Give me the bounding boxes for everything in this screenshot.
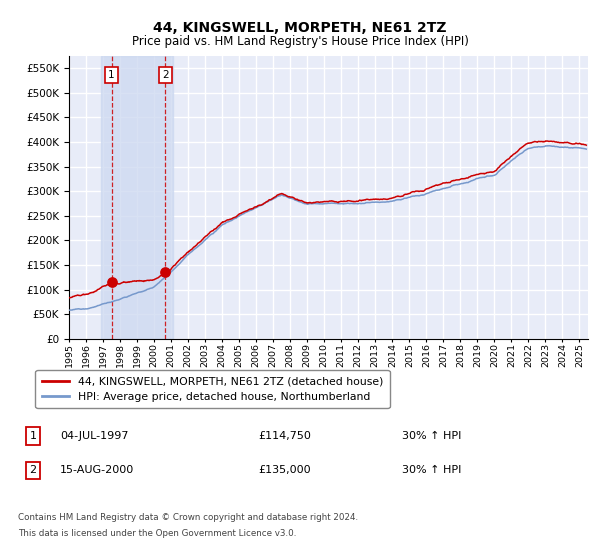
Text: 44, KINGSWELL, MORPETH, NE61 2TZ: 44, KINGSWELL, MORPETH, NE61 2TZ [153,21,447,35]
Text: £135,000: £135,000 [258,465,311,475]
Point [160,268,170,277]
Text: £114,750: £114,750 [258,431,311,441]
Bar [101,56,173,339]
Text: 30% ↑ HPI: 30% ↑ HPI [402,465,461,475]
Text: 2: 2 [29,465,37,475]
Text: 2: 2 [162,69,169,80]
Text: 1: 1 [29,431,37,441]
Text: Contains HM Land Registry data © Crown copyright and database right 2024.: Contains HM Land Registry data © Crown c… [18,513,358,522]
Point [107,278,116,287]
Text: 1: 1 [108,69,115,80]
Text: Price paid vs. HM Land Registry's House Price Index (HPI): Price paid vs. HM Land Registry's House … [131,35,469,48]
Text: 30% ↑ HPI: 30% ↑ HPI [402,431,461,441]
Text: This data is licensed under the Open Government Licence v3.0.: This data is licensed under the Open Gov… [18,529,296,538]
Legend: 44, KINGSWELL, MORPETH, NE61 2TZ (detached house), HPI: Average price, detached : 44, KINGSWELL, MORPETH, NE61 2TZ (detach… [35,370,389,408]
Text: 04-JUL-1997: 04-JUL-1997 [60,431,128,441]
Text: 15-AUG-2000: 15-AUG-2000 [60,465,134,475]
